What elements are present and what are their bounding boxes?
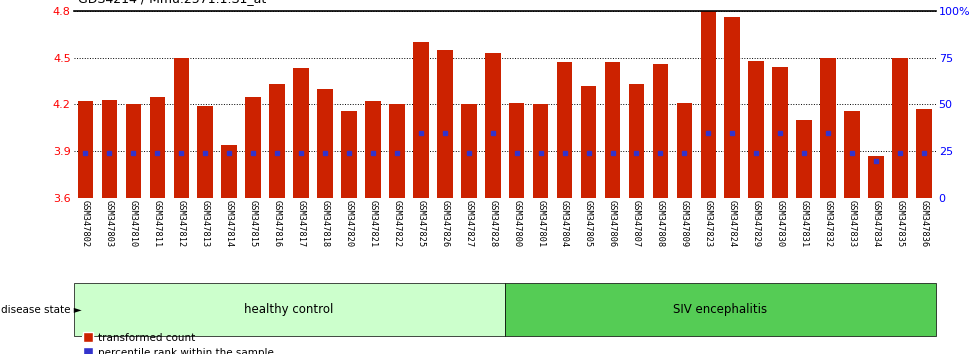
Bar	[366, 101, 380, 198]
Text: GSM347808: GSM347808	[656, 200, 664, 247]
Text: GSM347816: GSM347816	[272, 200, 281, 247]
Bar	[868, 156, 884, 198]
Text: GSM347804: GSM347804	[561, 200, 569, 247]
Text: GSM347806: GSM347806	[608, 200, 617, 247]
Bar	[125, 104, 141, 198]
Text: GSM347834: GSM347834	[871, 200, 880, 247]
Text: GSM347832: GSM347832	[823, 200, 833, 247]
Text: GSM347817: GSM347817	[297, 200, 306, 247]
Text: GSM347827: GSM347827	[465, 200, 473, 247]
Bar	[150, 97, 165, 198]
Text: GSM347805: GSM347805	[584, 200, 593, 247]
Bar	[389, 104, 405, 198]
Text: GSM347825: GSM347825	[416, 200, 425, 247]
Bar	[892, 57, 907, 198]
Bar	[341, 111, 357, 198]
Text: GSM347826: GSM347826	[440, 200, 449, 247]
Text: GSM347815: GSM347815	[249, 200, 258, 247]
Text: GSM347835: GSM347835	[896, 200, 905, 247]
Bar	[820, 57, 836, 198]
Text: SIV encephalitis: SIV encephalitis	[673, 303, 767, 316]
Text: GSM347829: GSM347829	[752, 200, 760, 247]
Bar	[505, 283, 936, 336]
Bar	[724, 17, 740, 198]
Text: healthy control: healthy control	[244, 303, 334, 316]
Text: GSM347800: GSM347800	[513, 200, 521, 247]
Text: GSM347802: GSM347802	[81, 200, 90, 247]
Text: GSM347813: GSM347813	[201, 200, 210, 247]
Text: GSM347814: GSM347814	[224, 200, 233, 247]
Bar	[653, 64, 668, 198]
Bar	[509, 103, 524, 198]
Text: GSM347810: GSM347810	[129, 200, 138, 247]
Text: GSM347824: GSM347824	[728, 200, 737, 247]
Legend: transformed count, percentile rank within the sample: transformed count, percentile rank withi…	[78, 329, 278, 354]
Text: GSM347812: GSM347812	[176, 200, 186, 247]
Text: GSM347803: GSM347803	[105, 200, 114, 247]
Text: GSM347809: GSM347809	[680, 200, 689, 247]
Bar	[270, 84, 285, 198]
Bar	[772, 67, 788, 198]
Bar	[844, 111, 859, 198]
Bar	[413, 42, 428, 198]
Bar	[318, 89, 333, 198]
Text: GSM347828: GSM347828	[488, 200, 497, 247]
Bar	[173, 57, 189, 198]
Text: disease state ►: disease state ►	[1, 305, 81, 315]
Text: GDS4214 / Mmu.2571.1.S1_at: GDS4214 / Mmu.2571.1.S1_at	[78, 0, 267, 5]
Bar	[605, 62, 620, 198]
Bar	[581, 86, 596, 198]
Bar	[628, 84, 644, 198]
Text: GSM347836: GSM347836	[919, 200, 928, 247]
Text: GSM347807: GSM347807	[632, 200, 641, 247]
Bar	[749, 61, 764, 198]
Bar	[293, 68, 309, 198]
Text: GSM347801: GSM347801	[536, 200, 545, 247]
Bar	[102, 100, 118, 198]
Bar	[557, 62, 572, 198]
Bar	[437, 50, 453, 198]
Bar	[797, 120, 811, 198]
Text: GSM347831: GSM347831	[800, 200, 808, 247]
Bar	[916, 109, 932, 198]
Bar	[533, 104, 549, 198]
Bar	[461, 104, 476, 198]
Text: GSM347818: GSM347818	[320, 200, 329, 247]
Bar	[77, 101, 93, 198]
Text: GSM347830: GSM347830	[776, 200, 785, 247]
Bar	[245, 97, 261, 198]
Bar	[676, 103, 692, 198]
Text: GSM347811: GSM347811	[153, 200, 162, 247]
Bar	[485, 53, 501, 198]
Bar	[221, 145, 237, 198]
Text: GSM347821: GSM347821	[368, 200, 377, 247]
Text: GSM347833: GSM347833	[848, 200, 857, 247]
Text: GSM347822: GSM347822	[392, 200, 402, 247]
Text: GSM347823: GSM347823	[704, 200, 712, 247]
Bar	[701, 11, 716, 198]
Bar	[74, 283, 505, 336]
Text: GSM347820: GSM347820	[345, 200, 354, 247]
Bar	[197, 106, 213, 198]
